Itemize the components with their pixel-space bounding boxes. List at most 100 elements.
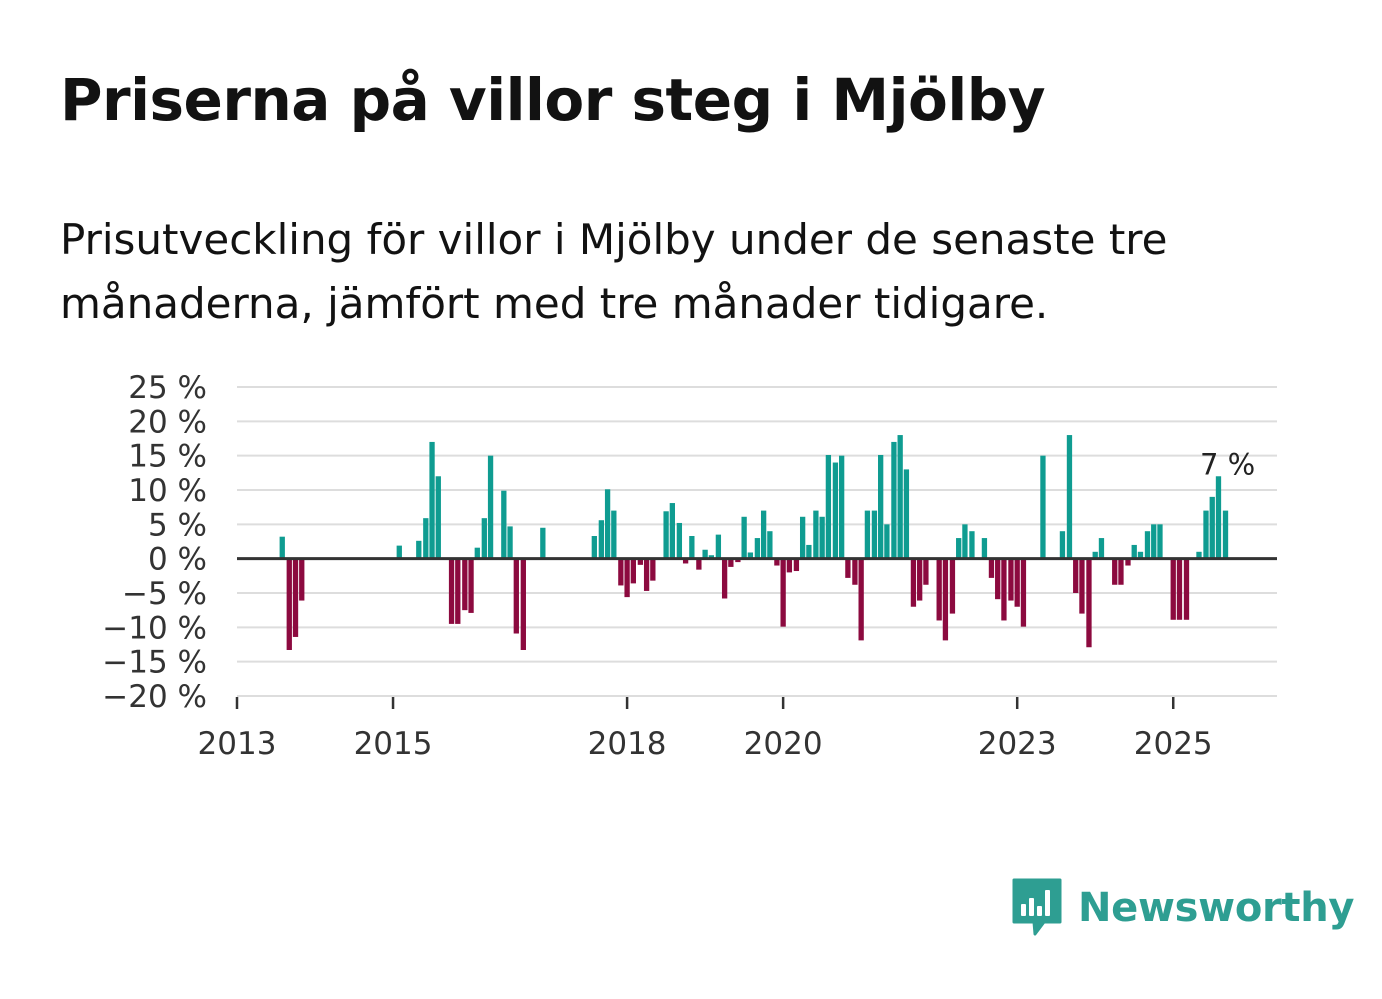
bar — [735, 558, 741, 563]
y-tick-label: −5 % — [122, 576, 207, 612]
bar — [767, 531, 773, 559]
bar — [423, 518, 429, 559]
y-tick-label: 15 % — [128, 439, 207, 475]
bar — [448, 558, 455, 624]
y-tick-label: −15 % — [102, 645, 207, 681]
bar — [1112, 558, 1118, 585]
bar — [396, 545, 402, 559]
bar — [1144, 531, 1151, 559]
bar — [455, 558, 461, 624]
x-tick-label: 2025 — [1134, 726, 1213, 762]
bar — [897, 435, 903, 559]
bar — [1203, 510, 1209, 559]
bar — [299, 558, 305, 601]
bar — [598, 520, 605, 559]
bar — [474, 547, 480, 559]
bar — [1170, 558, 1176, 620]
bar — [956, 538, 962, 559]
bar — [1040, 455, 1046, 559]
bar — [618, 558, 624, 586]
bar — [728, 558, 734, 567]
bar — [682, 558, 689, 564]
bar — [1008, 558, 1014, 601]
newsworthy-logo[interactable]: Newsworthy — [1010, 876, 1355, 940]
bar — [760, 510, 767, 559]
bar — [878, 454, 884, 559]
bar — [702, 549, 708, 559]
bar — [669, 503, 675, 559]
chart-title: Priserna på villor steg i Mjölby — [60, 66, 1046, 134]
bar — [825, 454, 832, 559]
bar — [1079, 558, 1085, 614]
bar — [754, 538, 761, 559]
bar — [507, 526, 513, 559]
bar — [1001, 558, 1007, 621]
bars — [279, 435, 1229, 650]
bar — [501, 490, 507, 559]
bar — [689, 536, 695, 559]
bar — [988, 558, 995, 578]
bar — [832, 462, 839, 559]
bar — [721, 558, 728, 599]
bar — [1066, 435, 1073, 559]
x-tick-label: 2018 — [588, 726, 667, 762]
bar — [995, 558, 1001, 600]
bar — [949, 558, 956, 614]
bar — [780, 558, 786, 627]
bar — [741, 516, 747, 559]
bar — [871, 510, 878, 559]
bar — [1196, 551, 1202, 559]
bar — [630, 558, 636, 584]
bar — [279, 536, 285, 559]
x-tick-label: 2023 — [978, 726, 1057, 762]
bar — [637, 558, 644, 565]
bar — [1073, 558, 1079, 593]
x-tick-label: 2015 — [354, 726, 433, 762]
bar — [786, 558, 793, 573]
bar — [416, 540, 422, 559]
newsworthy-logo-icon — [1012, 878, 1062, 936]
y-tick-label: 25 % — [128, 370, 207, 406]
bar — [923, 558, 929, 585]
bar — [540, 527, 546, 559]
bar — [1151, 524, 1157, 559]
bar — [969, 531, 975, 559]
bar — [1020, 558, 1027, 627]
bar — [292, 558, 299, 637]
bar — [487, 455, 494, 559]
bar — [1209, 496, 1215, 559]
bar — [611, 510, 617, 559]
bar — [1059, 531, 1066, 559]
bar — [962, 524, 968, 559]
x-tick-label: 2020 — [744, 726, 823, 762]
bar — [747, 552, 754, 559]
bar — [676, 522, 683, 559]
bar — [286, 558, 292, 650]
bar — [643, 558, 650, 591]
brand-name: Newsworthy — [1078, 885, 1355, 931]
x-tick-label: 2013 — [198, 726, 277, 762]
bar — [799, 516, 806, 559]
bar — [852, 558, 858, 585]
bar — [839, 455, 845, 559]
bar — [520, 558, 526, 650]
bar — [917, 558, 923, 601]
y-tick-label: 10 % — [128, 473, 207, 509]
bar — [774, 558, 780, 566]
bar — [624, 558, 630, 598]
bar — [884, 524, 890, 559]
bar — [1157, 524, 1163, 559]
bar — [1014, 558, 1020, 607]
bar — [1118, 558, 1124, 585]
bar — [1092, 551, 1098, 559]
bar — [708, 555, 715, 559]
bar — [1131, 544, 1137, 559]
bar — [819, 516, 825, 559]
bar — [910, 558, 917, 607]
y-tick-label: −20 % — [102, 679, 207, 715]
bar — [1137, 551, 1144, 559]
gridlines — [237, 386, 1277, 697]
bar — [1098, 538, 1105, 559]
chart-subtitle: Prisutveckling för villor i Mjölby under… — [60, 215, 1168, 328]
